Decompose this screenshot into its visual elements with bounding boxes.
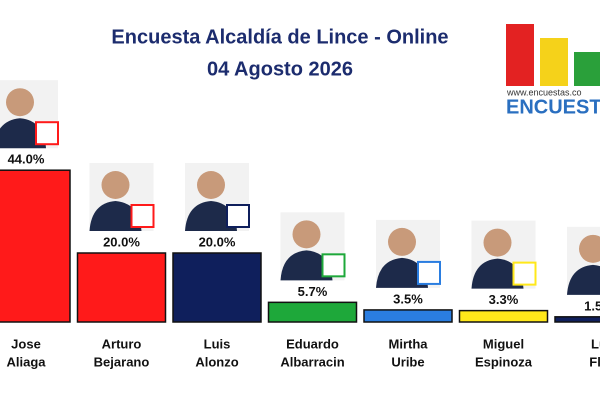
photo-head	[101, 171, 130, 199]
bar	[172, 252, 262, 323]
x-tick-label: Luis	[204, 336, 231, 351]
value-label: 3.3%	[489, 292, 519, 307]
x-tick-label: Arturo	[102, 336, 142, 351]
bar	[267, 301, 358, 323]
x-tick-label: Alonzo	[195, 354, 238, 369]
x-tick-label: Albarracin	[280, 354, 344, 369]
party-logo	[35, 121, 59, 146]
x-tick-label: Jose	[11, 336, 41, 351]
photo-body	[280, 250, 333, 281]
bar	[458, 309, 549, 323]
bar	[554, 316, 600, 323]
photo-head	[292, 220, 321, 249]
photo-body	[0, 118, 46, 149]
x-tick-label: Uribe	[391, 354, 424, 369]
photo-body	[376, 257, 428, 288]
value-label: 20.0%	[103, 234, 140, 249]
chart-title: Encuesta Alcaldía de Lince - Online	[111, 26, 448, 48]
value-label: 5.7%	[298, 284, 328, 299]
photo-body	[185, 201, 237, 231]
photo-body	[89, 201, 142, 231]
logo-url: www.encuestas.co	[506, 87, 582, 97]
bar	[0, 169, 71, 323]
chart-subtitle: 04 Agosto 2026	[207, 58, 353, 80]
photo-body	[567, 264, 600, 295]
photo-body	[471, 258, 524, 289]
x-tick-label: Mirtha	[389, 336, 429, 351]
photo-head	[579, 234, 600, 263]
photo-head	[388, 227, 416, 256]
bar	[363, 309, 453, 323]
photo-head	[483, 228, 512, 257]
photo-head	[6, 88, 34, 117]
value-label: 20.0%	[199, 234, 236, 249]
logo-shape	[506, 24, 534, 86]
value-label: 3.5%	[393, 291, 423, 306]
party-logo	[417, 260, 441, 285]
x-tick-label: Eduardo	[286, 336, 339, 351]
x-tick-label: Aliaga	[6, 354, 46, 369]
x-tick-label: Bejarano	[94, 354, 150, 369]
logo-shape	[574, 52, 600, 86]
value-label: 1.5%	[584, 298, 600, 313]
bar	[76, 252, 167, 323]
value-label: 44.0%	[8, 152, 45, 167]
party-logo	[130, 204, 155, 228]
party-logo	[226, 204, 250, 228]
logo: www.encuestas.co ENCUESTA	[506, 24, 600, 118]
party-logo	[512, 261, 537, 286]
logo-name: ENCUESTA	[506, 96, 600, 118]
x-tick-label: Flo	[589, 354, 600, 369]
x-tick-label: Lu	[591, 336, 600, 351]
logo-shape	[540, 38, 568, 86]
photo-head	[197, 171, 225, 199]
x-tick-label: Espinoza	[475, 354, 533, 369]
x-tick-label: Miguel	[483, 336, 524, 351]
party-logo	[321, 253, 346, 278]
